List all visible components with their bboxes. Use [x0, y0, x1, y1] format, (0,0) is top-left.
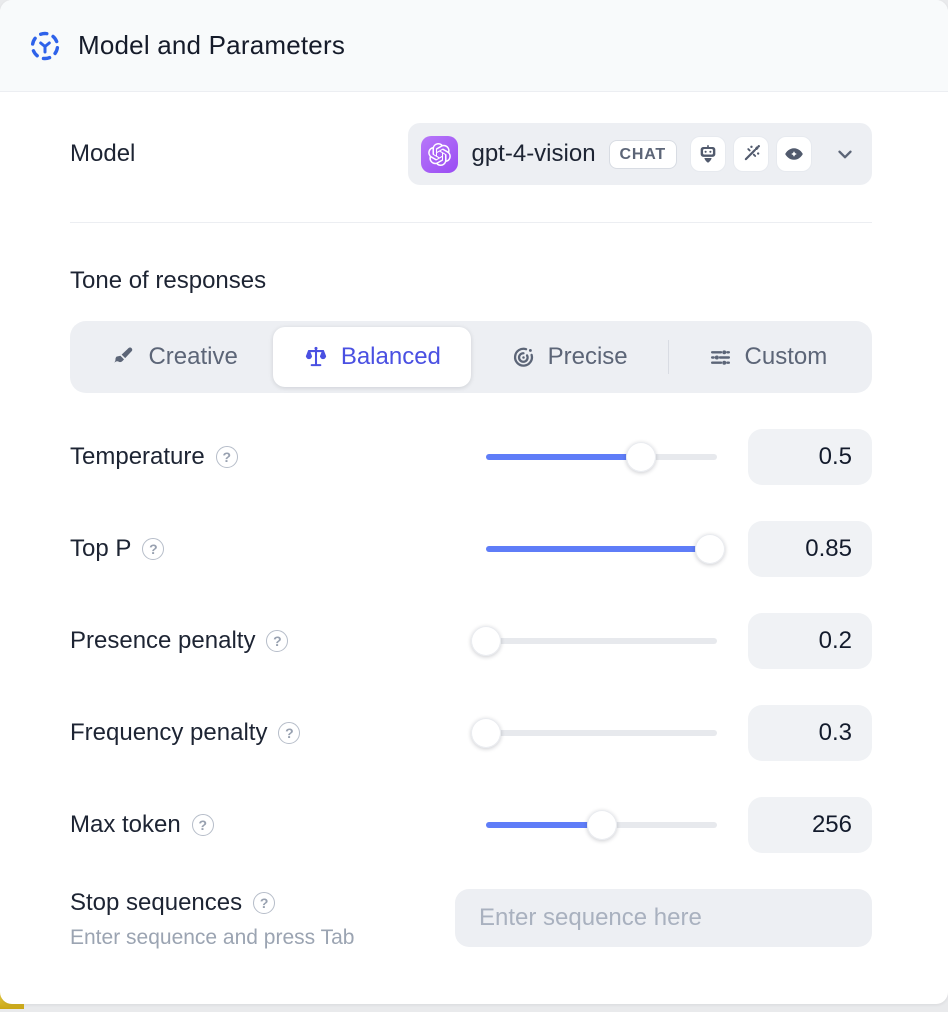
slider-thumb[interactable] — [586, 810, 617, 840]
max-token-value[interactable]: 256 — [748, 797, 872, 853]
param-label-text: Stop sequences — [70, 889, 243, 916]
tab-label: Balanced — [340, 343, 441, 370]
tone-heading: Tone of responses — [70, 267, 267, 294]
page-title: Model and Parameters — [78, 30, 346, 60]
param-label: Top P ? — [70, 535, 165, 563]
help-icon[interactable]: ? — [215, 446, 238, 468]
param-row-presence-penalty: Presence penalty ? 0.2 — [70, 613, 872, 669]
paintbrush-icon — [111, 345, 136, 370]
param-row-top-p: Top P ? 0.85 — [70, 521, 872, 577]
stop-sequence-input[interactable] — [455, 889, 872, 947]
slider-thumb[interactable] — [695, 534, 726, 564]
param-label-text: Temperature — [70, 443, 205, 470]
top-p-value[interactable]: 0.85 — [748, 521, 872, 577]
tab-creative[interactable]: Creative — [76, 327, 273, 387]
balance-scale-icon — [303, 344, 329, 370]
help-icon[interactable]: ? — [266, 630, 289, 652]
tone-tabs: Creative Balanced — [70, 321, 872, 393]
model-select-dropdown[interactable]: gpt-4-vision CHAT — [408, 123, 872, 185]
tab-divider — [667, 340, 669, 374]
slider-track — [486, 730, 717, 736]
param-label: Presence penalty ? — [70, 627, 289, 655]
section-divider — [70, 222, 872, 223]
model-capability-chips — [690, 136, 812, 172]
sliders-icon — [708, 345, 733, 370]
param-label: Frequency penalty ? — [70, 719, 301, 747]
model-label: Model — [70, 140, 136, 167]
tab-precise[interactable]: Precise — [471, 327, 668, 387]
stop-sequences-hint: Enter sequence and press Tab — [70, 926, 355, 949]
slider-thumb[interactable] — [625, 442, 656, 472]
tab-balanced[interactable]: Balanced — [273, 327, 471, 387]
slider-fill — [486, 454, 641, 460]
chatbot-icon — [690, 136, 726, 172]
help-icon[interactable]: ? — [191, 814, 214, 836]
slider-fill — [486, 822, 602, 828]
tab-label: Creative — [148, 343, 238, 370]
help-icon[interactable]: ? — [142, 538, 165, 560]
max-token-slider[interactable] — [486, 810, 717, 840]
vision-icon — [776, 136, 812, 172]
presence-penalty-slider[interactable] — [471, 626, 717, 656]
tab-label: Precise — [547, 343, 628, 370]
tab-label: Custom — [744, 343, 828, 370]
param-label: Temperature ? — [70, 443, 238, 471]
param-label-text: Max token — [70, 811, 181, 838]
slider-fill — [486, 546, 711, 552]
param-label-text: Frequency penalty — [70, 719, 268, 746]
help-icon[interactable]: ? — [278, 722, 301, 744]
stop-sequences-row: Stop sequences ? Enter sequence and pres… — [70, 889, 872, 950]
temperature-value[interactable]: 0.5 — [748, 429, 872, 485]
panel-header: Model and Parameters — [0, 0, 948, 92]
target-icon — [511, 345, 536, 370]
slider-track — [486, 638, 717, 644]
frequency-penalty-value[interactable]: 0.3 — [748, 705, 872, 761]
presence-penalty-value[interactable]: 0.2 — [748, 613, 872, 669]
frequency-penalty-slider[interactable] — [471, 718, 717, 748]
slider-thumb[interactable] — [471, 718, 501, 748]
param-row-max-token: Max token ? 256 — [70, 797, 872, 853]
param-label: Max token ? — [70, 811, 214, 839]
temperature-slider[interactable] — [486, 442, 717, 472]
model-hub-icon — [28, 29, 62, 63]
magic-wand-icon — [733, 136, 769, 172]
param-label-text: Presence penalty — [70, 627, 256, 654]
stop-sequences-label-block: Stop sequences ? Enter sequence and pres… — [70, 889, 354, 950]
param-label-text: Top P — [70, 535, 132, 562]
stop-sequences-label: Stop sequences ? — [70, 889, 354, 917]
param-row-frequency-penalty: Frequency penalty ? 0.3 — [70, 705, 872, 761]
openai-logo-icon — [421, 135, 459, 173]
param-row-temperature: Temperature ? 0.5 — [70, 429, 872, 485]
help-icon[interactable]: ? — [253, 892, 276, 914]
model-row: Model gpt-4-vision CHAT — [70, 123, 872, 185]
tab-custom[interactable]: Custom — [669, 327, 866, 387]
top-p-slider[interactable] — [486, 534, 726, 564]
selected-model-name: gpt-4-vision — [471, 140, 596, 167]
slider-thumb[interactable] — [471, 626, 501, 656]
chevron-down-icon[interactable] — [834, 143, 856, 165]
model-type-badge: CHAT — [608, 139, 677, 169]
